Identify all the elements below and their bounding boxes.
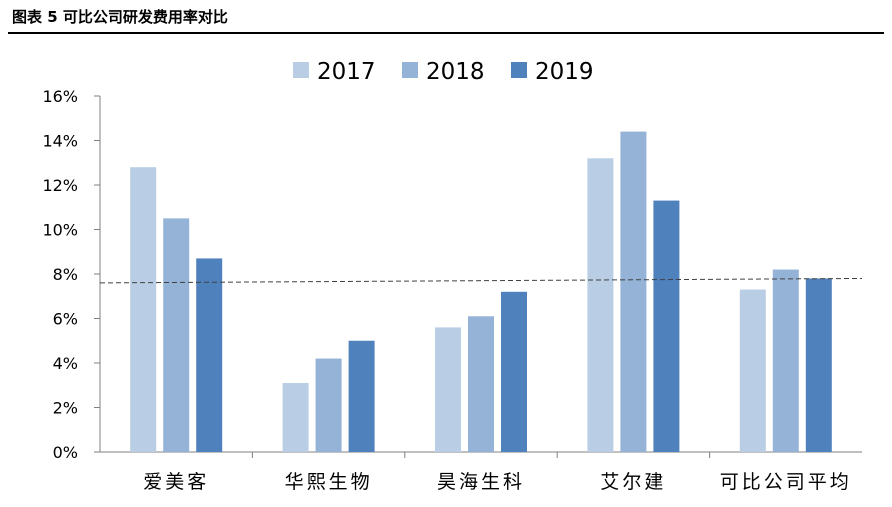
bar — [130, 167, 157, 452]
bar — [739, 289, 766, 452]
x-axis: 爱美客 华熙生物 昊海生科 艾尔建 可比公司平均 — [100, 451, 862, 493]
figure-header: 图表 5 可比公司研发费用率对比 — [8, 0, 884, 34]
x-category-label: 爱美客 — [143, 471, 209, 493]
legend-swatch — [293, 62, 309, 78]
bar — [587, 158, 614, 453]
y-tick-label: 8% — [53, 265, 78, 284]
x-category-label: 艾尔建 — [600, 471, 666, 493]
y-tick-label: 12% — [42, 176, 78, 195]
bar — [772, 269, 799, 452]
reference-line-group — [99, 277, 863, 284]
legend-label: 2018 — [426, 59, 485, 85]
bar — [435, 327, 461, 452]
figure-title: 图表 5 可比公司研发费用率对比 — [12, 8, 228, 26]
bar — [196, 258, 223, 452]
x-category-label: 昊海生科 — [437, 471, 525, 493]
bar — [163, 218, 190, 452]
legend-swatch — [402, 62, 418, 78]
y-tick-label: 2% — [53, 399, 78, 418]
reference-line — [99, 277, 863, 284]
y-tick-label: 14% — [42, 132, 78, 151]
x-category-label: 可比公司平均 — [720, 471, 852, 493]
bar — [501, 291, 527, 452]
x-category-label: 华熙生物 — [285, 471, 373, 493]
bar — [282, 383, 309, 452]
bar — [468, 316, 494, 452]
y-tick-label: 0% — [53, 443, 78, 462]
y-tick-label: 16% — [42, 87, 78, 106]
y-tick-label: 6% — [53, 310, 78, 329]
bar — [653, 200, 680, 452]
y-axis: 0% 2% 4% 6% 8% 10% 12% 14% 16% — [42, 87, 101, 462]
legend-label: 2017 — [317, 59, 376, 85]
bar — [315, 358, 342, 452]
bar — [805, 278, 832, 452]
bar — [348, 340, 375, 452]
legend: 2017 2018 2019 — [293, 59, 594, 85]
legend-label: 2019 — [535, 59, 594, 85]
bar — [620, 131, 647, 452]
legend-swatch — [511, 62, 527, 78]
y-tick-label: 10% — [42, 221, 78, 240]
bars — [130, 131, 832, 453]
y-tick-label: 4% — [53, 354, 78, 373]
